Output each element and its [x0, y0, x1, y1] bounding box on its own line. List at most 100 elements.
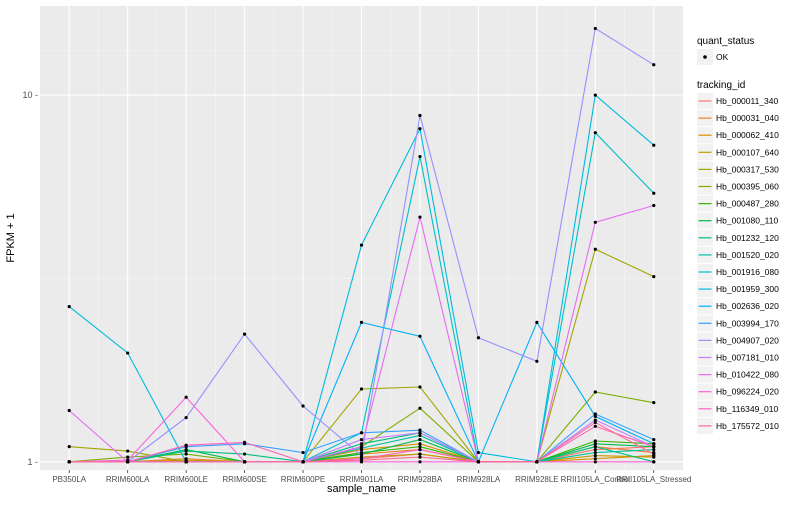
data-point	[418, 437, 422, 442]
data-point	[652, 437, 656, 442]
data-point	[359, 320, 364, 325]
data-point	[535, 320, 539, 325]
data-point	[593, 460, 597, 464]
legend-item-Hb_010422_080: Hb_010422_080	[716, 370, 779, 380]
data-point	[593, 418, 597, 422]
legend-tracking-title: tracking_id	[697, 80, 745, 91]
data-point	[652, 455, 656, 459]
data-point	[476, 460, 481, 464]
data-point	[593, 442, 597, 446]
legend-quant-item: OK	[716, 52, 729, 62]
data-point	[593, 445, 597, 449]
data-point	[652, 445, 656, 449]
legend-point-symbol	[703, 55, 707, 59]
data-point	[418, 154, 422, 159]
x-axis-label: sample_name	[327, 483, 396, 495]
data-point	[301, 450, 305, 455]
x-tick-label: RRII105LA_Control	[561, 475, 631, 484]
data-point	[593, 412, 597, 416]
data-point	[652, 401, 656, 405]
data-point	[652, 143, 656, 147]
data-point	[184, 449, 188, 453]
data-point	[301, 460, 305, 464]
data-point	[67, 445, 71, 449]
data-point	[418, 433, 422, 438]
data-point	[242, 440, 247, 444]
data-point	[593, 424, 597, 428]
data-point	[126, 455, 130, 459]
data-point	[359, 387, 364, 391]
legend-item-Hb_116349_010: Hb_116349_010	[716, 404, 779, 414]
data-point	[418, 431, 422, 435]
data-point	[184, 443, 188, 447]
legend-item-Hb_000062_410: Hb_000062_410	[716, 130, 779, 140]
data-point	[652, 274, 656, 279]
legend-item-Hb_002636_020: Hb_002636_020	[716, 301, 779, 311]
data-point	[535, 359, 539, 363]
x-tick-label: RRIM901LA	[340, 475, 384, 484]
data-point	[418, 215, 422, 219]
data-point	[184, 452, 188, 456]
legend: quant_status tracking_id OK Hb_000011_340…	[697, 36, 779, 434]
data-point	[593, 447, 597, 452]
data-point	[418, 447, 422, 452]
x-tick-label: RRIM600SE	[222, 475, 266, 484]
data-point	[418, 455, 422, 459]
data-point	[593, 247, 597, 251]
data-point	[476, 450, 481, 455]
y-tick-label: 1 -	[27, 457, 38, 467]
data-point	[535, 460, 539, 464]
data-point	[593, 93, 597, 97]
data-point	[593, 457, 597, 461]
data-point	[593, 26, 597, 31]
data-point	[359, 445, 364, 449]
data-point	[418, 460, 422, 464]
legend-item-Hb_001959_300: Hb_001959_300	[716, 284, 779, 294]
x-tick-label: RRIM600LE	[164, 475, 208, 484]
points-layer	[67, 26, 656, 464]
legend-item-Hb_000011_340: Hb_000011_340	[716, 96, 779, 106]
data-point	[652, 203, 656, 208]
data-point	[593, 131, 597, 135]
data-point	[126, 460, 130, 464]
data-point	[126, 449, 130, 453]
data-point	[593, 439, 597, 443]
y-tick-label: 10 -	[22, 90, 38, 100]
legend-item-Hb_000107_640: Hb_000107_640	[716, 147, 779, 157]
legend-item-Hb_000317_530: Hb_000317_530	[716, 164, 779, 174]
x-tick-label: RRIM928LA	[457, 475, 501, 484]
legend-item-Hb_175572_010: Hb_175572_010	[716, 421, 779, 431]
data-point	[67, 408, 71, 413]
data-point	[359, 458, 364, 462]
data-point	[593, 453, 597, 458]
data-point	[301, 404, 305, 408]
data-point	[242, 460, 247, 464]
data-point	[242, 332, 247, 336]
data-point	[652, 191, 656, 195]
data-point	[418, 452, 422, 456]
data-point	[418, 406, 422, 410]
data-point	[593, 420, 597, 425]
data-point	[652, 63, 656, 67]
y-axis-label: FPKM + 1	[5, 213, 17, 262]
data-point	[242, 452, 247, 456]
data-point	[359, 431, 364, 435]
data-point	[593, 414, 597, 419]
data-point	[418, 445, 422, 449]
data-point	[593, 220, 597, 224]
data-point	[476, 336, 481, 340]
legend-item-Hb_096224_020: Hb_096224_020	[716, 387, 779, 397]
data-point	[652, 460, 656, 464]
legend-item-Hb_000395_060: Hb_000395_060	[716, 182, 779, 192]
legend-item-Hb_003994_170: Hb_003994_170	[716, 318, 779, 328]
x-tick-label: RRIM928BA	[398, 475, 443, 484]
data-point	[184, 460, 188, 464]
data-point	[359, 442, 364, 446]
data-point	[652, 442, 656, 446]
x-tick-label: PB350LA	[52, 475, 86, 484]
legend-item-Hb_000031_040: Hb_000031_040	[716, 113, 779, 123]
x-tick-label: RRII105LA_Stressed	[616, 475, 691, 484]
data-point	[359, 243, 364, 247]
